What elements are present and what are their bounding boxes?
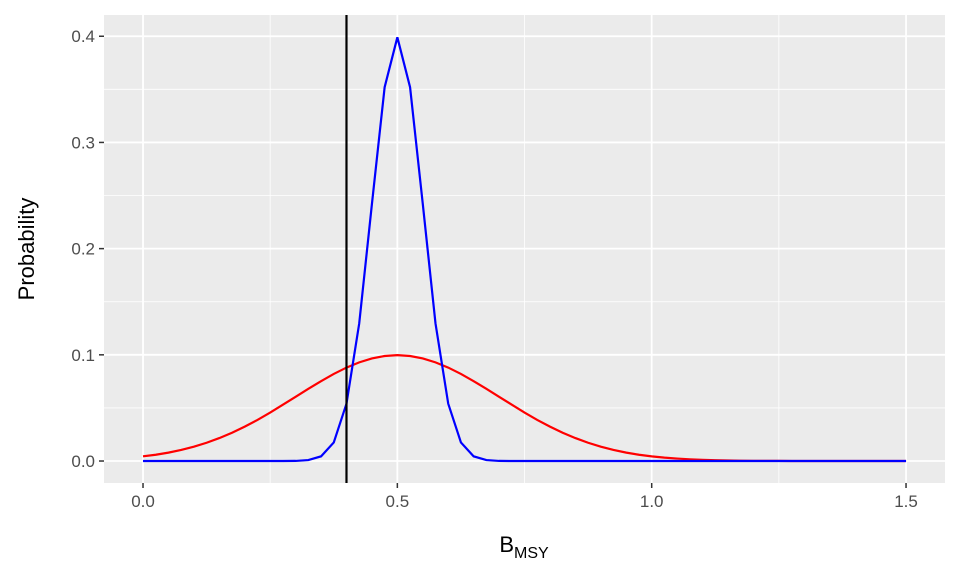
y-tick-label: 0.0 [71, 452, 95, 471]
marks [142, 15, 907, 483]
y-tick-label: 0.2 [71, 240, 95, 259]
y-tick-label: 0.4 [71, 27, 95, 46]
x-axis-title-main: B [499, 532, 514, 557]
x-tick-label: 1.5 [894, 492, 918, 511]
x-tick-label: 0.5 [386, 492, 410, 511]
y-tick-label: 0.3 [71, 133, 95, 152]
x-axis-title-sub: MSY [514, 545, 549, 562]
x-axis-title: BMSY [499, 532, 549, 562]
x-tick-label: 1.0 [640, 492, 664, 511]
y-tick-label: 0.1 [71, 346, 95, 365]
series-line [143, 37, 907, 463]
x-tick-label: 0.0 [131, 492, 155, 511]
y-axis-title: Probability [14, 198, 39, 301]
